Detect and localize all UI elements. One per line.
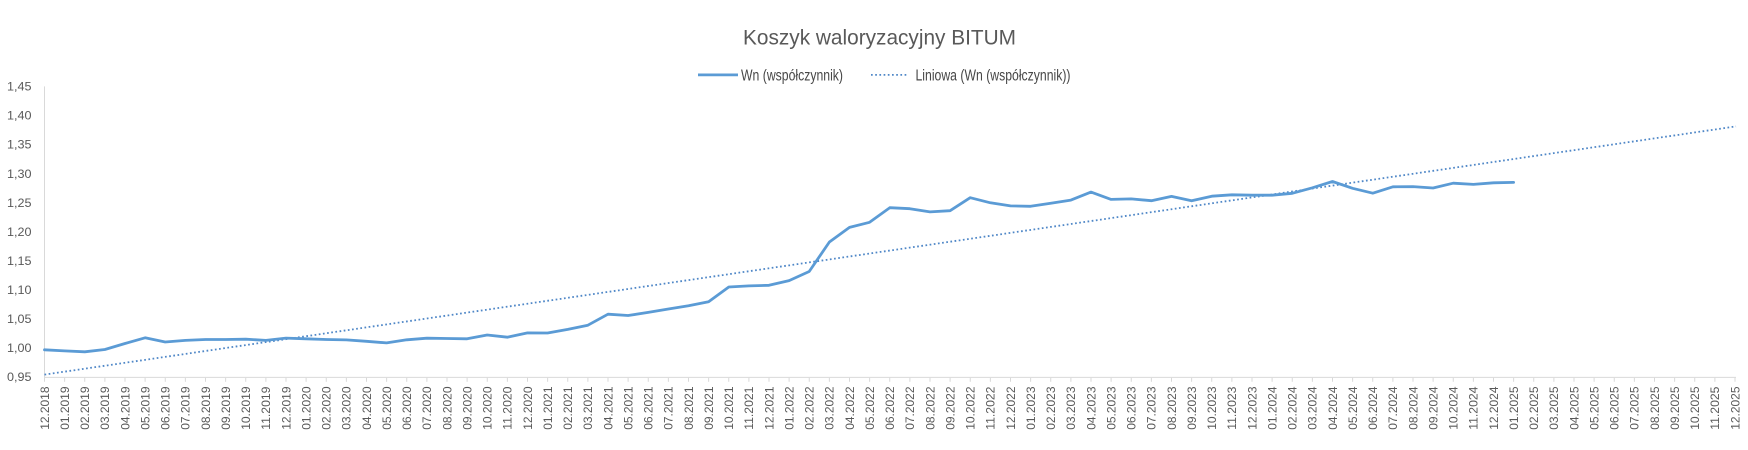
svg-text:05.2019: 05.2019	[138, 386, 152, 430]
svg-text:04.2022: 04.2022	[843, 386, 857, 430]
svg-text:1,35: 1,35	[7, 138, 32, 152]
svg-text:01.2021: 01.2021	[541, 386, 555, 430]
svg-text:08.2020: 08.2020	[440, 386, 454, 430]
svg-text:1,00: 1,00	[7, 341, 32, 355]
svg-text:02.2023: 02.2023	[1044, 386, 1058, 430]
svg-text:12.2025: 12.2025	[1728, 386, 1742, 430]
svg-text:1,25: 1,25	[7, 196, 32, 210]
svg-text:08.2021: 08.2021	[682, 386, 696, 430]
svg-text:02.2022: 02.2022	[803, 386, 817, 430]
svg-text:01.2020: 01.2020	[299, 386, 313, 430]
svg-text:04.2024: 04.2024	[1326, 386, 1340, 430]
svg-text:05.2025: 05.2025	[1587, 386, 1601, 430]
svg-text:10.2021: 10.2021	[722, 386, 736, 430]
svg-text:10.2022: 10.2022	[964, 386, 978, 430]
svg-text:07.2024: 07.2024	[1386, 386, 1400, 430]
svg-text:07.2019: 07.2019	[179, 386, 193, 430]
svg-text:08.2019: 08.2019	[199, 386, 213, 430]
svg-text:12.2022: 12.2022	[1004, 386, 1018, 430]
svg-text:11.2025: 11.2025	[1708, 386, 1722, 430]
svg-text:10.2020: 10.2020	[481, 386, 495, 430]
svg-text:10.2019: 10.2019	[239, 386, 253, 430]
svg-text:09.2021: 09.2021	[702, 386, 716, 430]
svg-text:03.2022: 03.2022	[823, 386, 837, 430]
svg-text:1,40: 1,40	[7, 109, 32, 123]
svg-text:10.2024: 10.2024	[1447, 386, 1461, 430]
svg-text:06.2023: 06.2023	[1125, 386, 1139, 430]
svg-text:08.2023: 08.2023	[1165, 386, 1179, 430]
svg-text:0,95: 0,95	[7, 370, 32, 384]
svg-text:1,45: 1,45	[7, 80, 32, 94]
svg-text:12.2024: 12.2024	[1487, 386, 1501, 430]
svg-text:1,10: 1,10	[7, 283, 32, 297]
svg-text:06.2022: 06.2022	[883, 386, 897, 430]
svg-text:12.2018: 12.2018	[38, 386, 52, 430]
svg-text:04.2021: 04.2021	[601, 386, 615, 430]
svg-text:05.2020: 05.2020	[380, 386, 394, 430]
svg-text:1,15: 1,15	[7, 254, 32, 268]
svg-text:11.2022: 11.2022	[984, 386, 998, 430]
svg-text:05.2024: 05.2024	[1346, 386, 1360, 430]
svg-text:05.2022: 05.2022	[863, 386, 877, 430]
svg-text:1,20: 1,20	[7, 225, 32, 239]
svg-text:05.2023: 05.2023	[1104, 386, 1118, 430]
svg-text:06.2019: 06.2019	[159, 386, 173, 430]
svg-text:11.2023: 11.2023	[1225, 386, 1239, 430]
svg-text:09.2019: 09.2019	[219, 386, 233, 430]
svg-text:02.2019: 02.2019	[78, 386, 92, 430]
svg-text:03.2020: 03.2020	[340, 386, 354, 430]
svg-text:1,30: 1,30	[7, 167, 32, 181]
svg-text:04.2023: 04.2023	[1084, 386, 1098, 430]
svg-text:11.2019: 11.2019	[259, 386, 273, 430]
svg-text:08.2024: 08.2024	[1406, 386, 1420, 430]
svg-text:07.2025: 07.2025	[1628, 386, 1642, 430]
svg-text:03.2019: 03.2019	[98, 386, 112, 430]
svg-text:02.2021: 02.2021	[561, 386, 575, 430]
svg-text:11.2021: 11.2021	[742, 386, 756, 430]
svg-text:07.2021: 07.2021	[662, 386, 676, 430]
svg-text:12.2021: 12.2021	[762, 386, 776, 430]
svg-text:Liniowa (Wn (współczynnik)): Liniowa (Wn (współczynnik))	[916, 68, 1071, 85]
svg-text:10.2025: 10.2025	[1688, 386, 1702, 430]
svg-text:09.2024: 09.2024	[1426, 386, 1440, 430]
svg-text:06.2025: 06.2025	[1608, 386, 1622, 430]
svg-text:07.2022: 07.2022	[903, 386, 917, 430]
svg-text:09.2025: 09.2025	[1668, 386, 1682, 430]
svg-text:05.2021: 05.2021	[621, 386, 635, 430]
svg-text:07.2023: 07.2023	[1145, 386, 1159, 430]
svg-text:06.2021: 06.2021	[642, 386, 656, 430]
svg-text:01.2022: 01.2022	[782, 386, 796, 430]
svg-text:Koszyk waloryzacyjny BITUM: Koszyk waloryzacyjny BITUM	[743, 27, 1016, 50]
svg-text:06.2024: 06.2024	[1366, 386, 1380, 430]
svg-text:07.2020: 07.2020	[420, 386, 434, 430]
svg-text:02.2020: 02.2020	[320, 386, 334, 430]
svg-text:06.2020: 06.2020	[400, 386, 414, 430]
svg-text:02.2024: 02.2024	[1286, 386, 1300, 430]
svg-text:09.2023: 09.2023	[1185, 386, 1199, 430]
svg-text:10.2023: 10.2023	[1205, 386, 1219, 430]
svg-text:09.2020: 09.2020	[460, 386, 474, 430]
svg-text:03.2024: 03.2024	[1306, 386, 1320, 430]
svg-text:01.2019: 01.2019	[58, 386, 72, 430]
svg-text:Wn (współczynnik): Wn (współczynnik)	[741, 68, 843, 85]
svg-text:03.2023: 03.2023	[1064, 386, 1078, 430]
svg-text:04.2020: 04.2020	[360, 386, 374, 430]
svg-text:03.2021: 03.2021	[581, 386, 595, 430]
svg-text:09.2022: 09.2022	[943, 386, 957, 430]
svg-text:11.2024: 11.2024	[1467, 386, 1481, 430]
svg-text:1,05: 1,05	[7, 312, 32, 326]
svg-text:03.2025: 03.2025	[1547, 386, 1561, 430]
svg-text:08.2022: 08.2022	[923, 386, 937, 430]
svg-text:01.2023: 01.2023	[1024, 386, 1038, 430]
svg-text:08.2025: 08.2025	[1648, 386, 1662, 430]
svg-text:01.2025: 01.2025	[1507, 386, 1521, 430]
svg-text:12.2020: 12.2020	[521, 386, 535, 430]
svg-text:12.2023: 12.2023	[1245, 386, 1259, 430]
svg-text:01.2024: 01.2024	[1265, 386, 1279, 430]
svg-text:04.2019: 04.2019	[118, 386, 132, 430]
svg-text:12.2019: 12.2019	[279, 386, 293, 430]
svg-text:02.2025: 02.2025	[1527, 386, 1541, 430]
svg-text:04.2025: 04.2025	[1567, 386, 1581, 430]
svg-text:11.2020: 11.2020	[501, 386, 515, 430]
